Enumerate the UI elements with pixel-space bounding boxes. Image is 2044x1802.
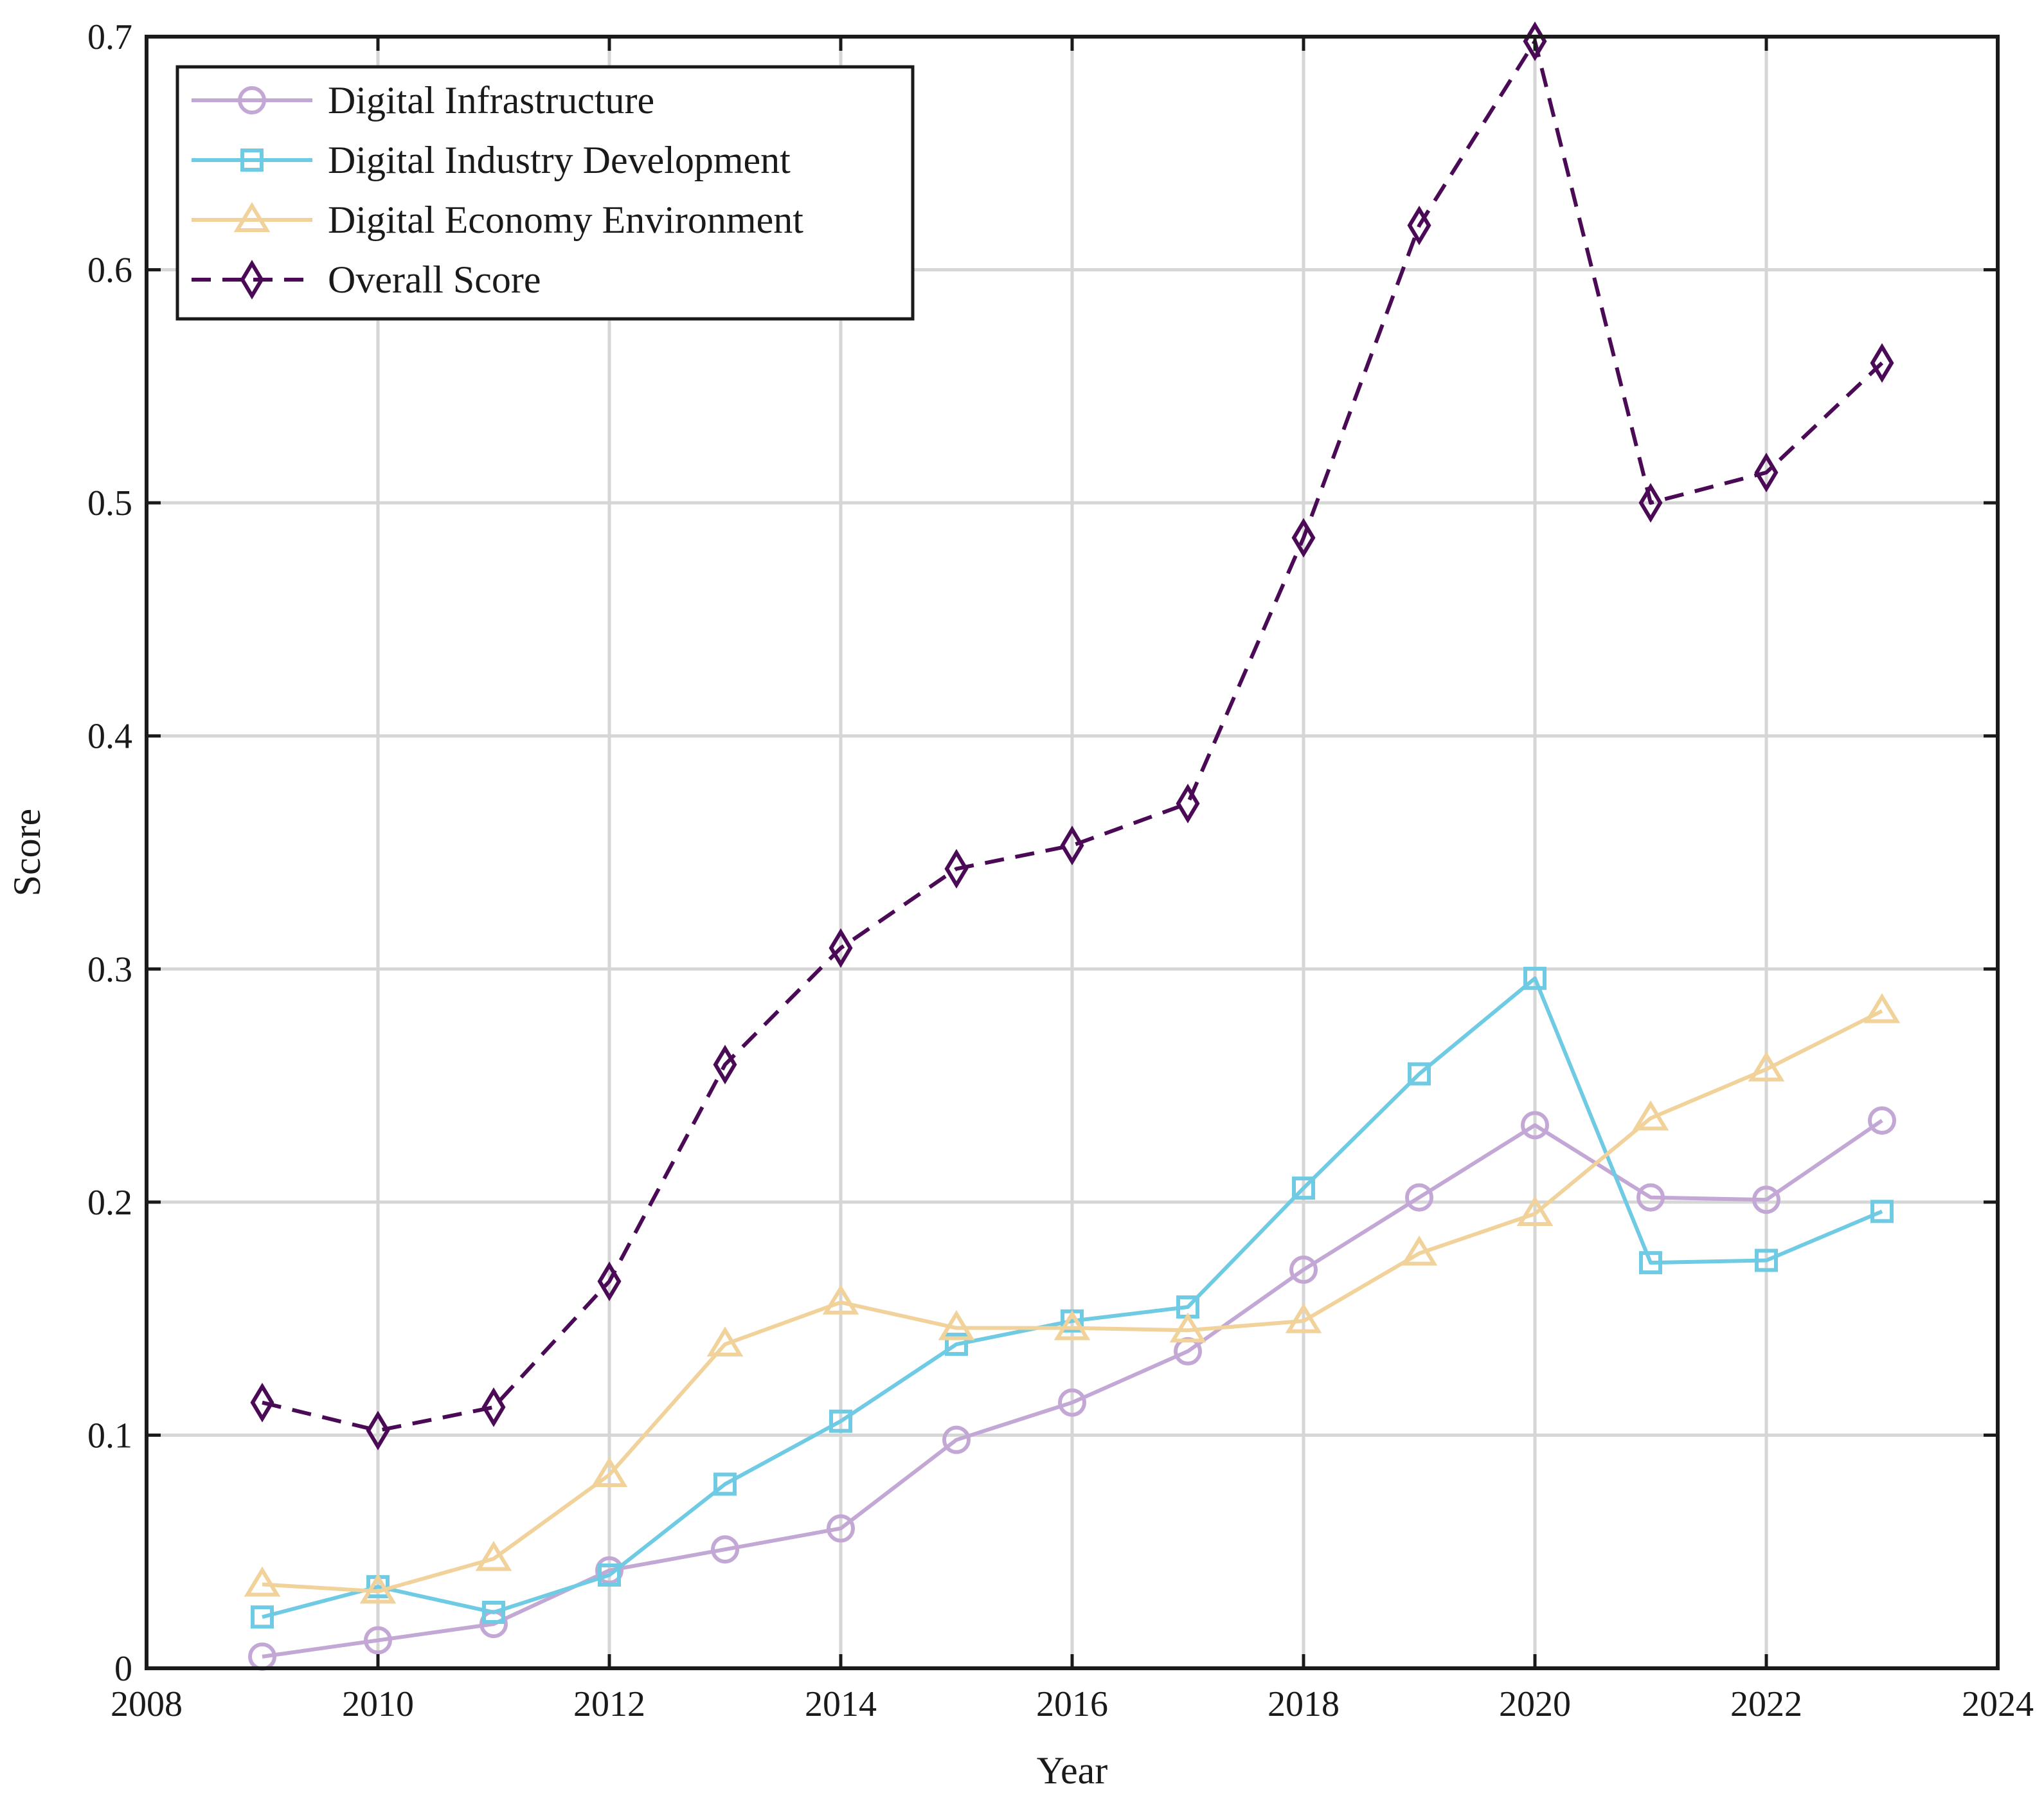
data-point — [251, 1605, 274, 1629]
data-point — [1521, 1111, 1549, 1140]
data-point — [598, 1563, 621, 1587]
x-tick-label: 2014 — [805, 1684, 877, 1724]
legend-marker — [240, 260, 264, 300]
data-point — [359, 1573, 397, 1604]
legend-label: Digital Infrastructure — [328, 79, 654, 122]
y-tick-label: 0.3 — [87, 950, 132, 989]
legend-marker — [238, 86, 266, 114]
x-tick-label: 2008 — [111, 1684, 183, 1724]
data-point — [481, 1387, 506, 1427]
data-point — [1870, 1200, 1894, 1223]
data-point — [1752, 1185, 1780, 1214]
series-line — [262, 1119, 1883, 1659]
legend-label: Digital Industry Development — [328, 139, 791, 181]
data-point — [1636, 1183, 1665, 1212]
y-tick-label: 0.6 — [87, 251, 132, 291]
data-point — [829, 1409, 852, 1433]
x-tick-label: 2018 — [1268, 1684, 1340, 1724]
data-point — [829, 928, 853, 968]
data-point — [1291, 518, 1316, 558]
data-point — [250, 1382, 274, 1423]
data-point — [1285, 1302, 1322, 1333]
data-point — [1870, 343, 1894, 383]
data-point — [1516, 1196, 1554, 1226]
x-tick-label: 2016 — [1036, 1684, 1108, 1724]
data-point — [597, 1261, 622, 1301]
x-tick-label: 2010 — [342, 1684, 414, 1724]
x-tick-label: 2020 — [1499, 1684, 1571, 1724]
data-point — [713, 1045, 737, 1085]
series-digital-economy-environment — [244, 993, 1901, 1604]
series-line — [262, 1009, 1883, 1594]
data-point — [1863, 993, 1901, 1023]
data-point — [482, 1600, 505, 1624]
legend-marker — [233, 202, 271, 232]
data-point — [1639, 1251, 1662, 1275]
data-point — [938, 1310, 975, 1340]
series-layer — [244, 21, 1901, 1671]
legend: Digital Infrastructure Digital Industry D… — [175, 65, 915, 321]
ticks: 2008 2010 2012 2014 2016 2018 2020 2022 2024 0 0.1… — [87, 17, 2034, 1724]
legend-label: Digital Economy Environment — [328, 199, 803, 241]
data-point — [1754, 453, 1779, 492]
data-point — [711, 1535, 739, 1564]
data-point — [1868, 1106, 1896, 1135]
data-point — [1407, 205, 1431, 246]
data-point — [713, 1472, 737, 1496]
data-point — [1289, 1256, 1318, 1284]
data-point — [1176, 784, 1200, 824]
series-line — [262, 976, 1883, 1619]
y-tick-label: 0 — [114, 1649, 132, 1689]
data-point — [595, 1556, 623, 1585]
data-point — [1632, 1100, 1669, 1131]
x-tick-label: 2012 — [573, 1684, 645, 1724]
data-point — [822, 1284, 859, 1315]
data-point — [244, 1566, 281, 1597]
data-point — [944, 849, 969, 889]
x-tick-label: 2022 — [1730, 1684, 1802, 1724]
y-tick-label: 0.1 — [87, 1416, 132, 1455]
data-point — [942, 1425, 971, 1454]
y-axis-label: Score — [6, 809, 48, 897]
legend-box — [175, 65, 915, 321]
legend-marker — [240, 149, 264, 172]
data-point — [827, 1514, 855, 1543]
data-point — [706, 1326, 744, 1357]
data-point — [1292, 1176, 1315, 1200]
data-point — [1169, 1312, 1206, 1343]
data-point — [945, 1333, 968, 1356]
data-point — [1755, 1248, 1778, 1272]
data-point — [1060, 825, 1084, 865]
data-point — [475, 1540, 512, 1571]
x-tick-label: 2024 — [1962, 1684, 2034, 1724]
data-point — [1405, 1183, 1433, 1212]
y-tick-label: 0.7 — [87, 17, 132, 57]
x-axis-label: Year — [1037, 1749, 1108, 1792]
y-tick-label: 0.4 — [87, 717, 132, 757]
data-point — [1748, 1051, 1785, 1082]
series-line — [262, 39, 1884, 1433]
data-point — [1401, 1235, 1438, 1266]
y-tick-label: 0.2 — [87, 1183, 132, 1223]
y-tick-label: 0.5 — [87, 483, 132, 523]
data-point — [1523, 966, 1546, 990]
legend-label: Overall Score — [328, 258, 541, 301]
data-point — [1638, 483, 1663, 523]
data-point — [1053, 1310, 1091, 1340]
data-point — [591, 1457, 628, 1488]
data-point — [1408, 1062, 1431, 1086]
data-point — [364, 1626, 392, 1655]
data-point — [1058, 1388, 1086, 1417]
data-point — [366, 1410, 390, 1451]
